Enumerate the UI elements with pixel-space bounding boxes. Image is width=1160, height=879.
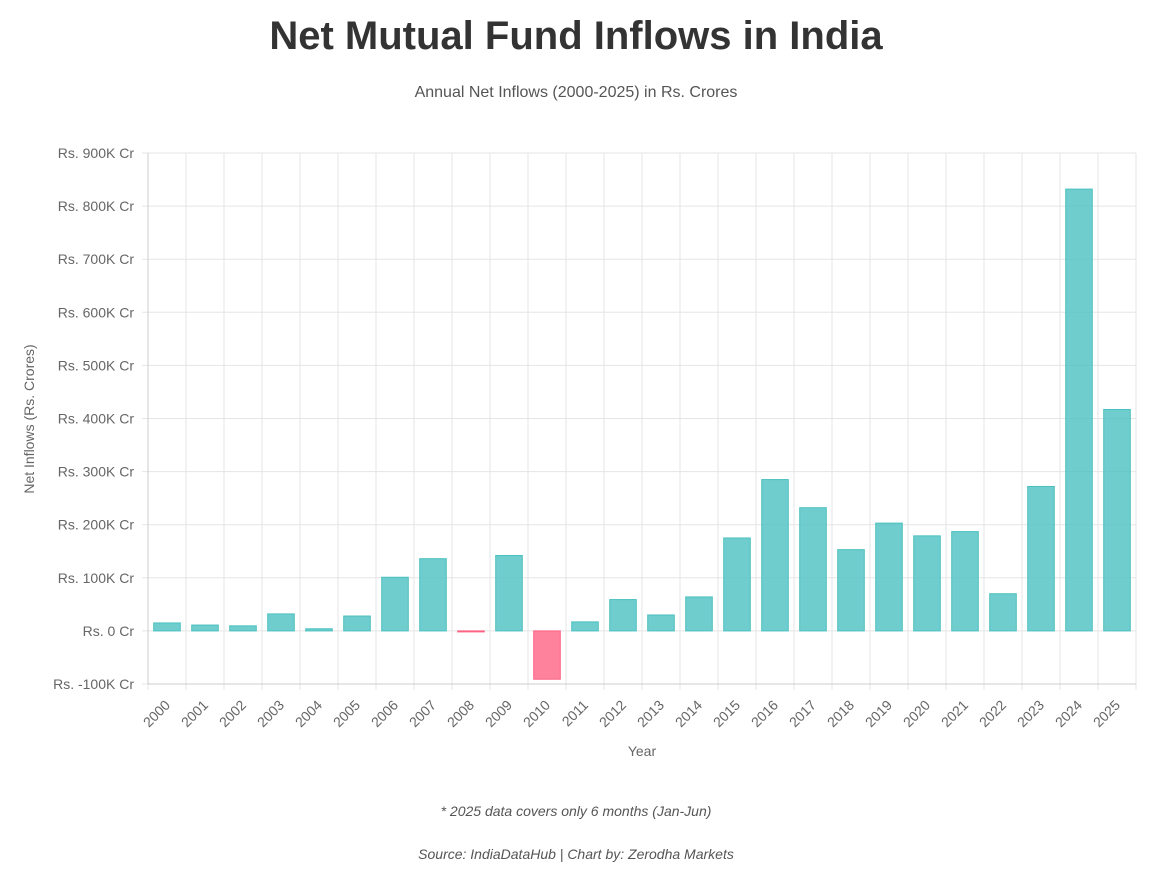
bar-2009[interactable] [495,554,523,632]
y-tick-label: Rs. 800K Cr [58,198,135,214]
x-tick-label: 2024 [1052,697,1085,730]
bar-2000[interactable] [153,622,181,632]
x-tick-label: 2018 [824,697,857,730]
bar-2018[interactable] [837,549,865,632]
y-tick-label: Rs. 200K Cr [58,517,135,533]
x-tick-label: 2006 [368,697,401,730]
y-tick-label: Rs. 600K Cr [58,304,135,320]
footnote: * 2025 data covers only 6 months (Jan-Ju… [440,803,712,819]
y-tick-label: Rs. 100K Cr [58,570,135,586]
y-axis-title: Net Inflows (Rs. Crores) [21,344,37,493]
grid-lines [142,152,1137,690]
x-tick-label: 2022 [976,697,1009,730]
bar-2006[interactable] [381,576,409,632]
x-tick-label: 2004 [292,697,325,730]
bar-2017[interactable] [799,507,827,632]
x-tick-label: 2007 [406,697,439,730]
bar-2004[interactable] [305,628,333,632]
x-tick-label: 2009 [482,697,515,730]
bar-2021[interactable] [951,531,979,632]
bar-2011[interactable] [571,621,599,632]
x-axis-title: Year [628,743,657,759]
axes: Rs. -100K Cr Rs. 0 Cr Rs. 100K Cr Rs. 200K … [53,145,1136,730]
y-tick-label: Rs. 0 Cr [83,623,135,639]
x-tick-label: 2014 [672,697,705,730]
y-tick-label: Rs. 300K Cr [58,464,135,480]
x-tick-label: 2005 [330,697,363,730]
x-tick-label: 2019 [862,697,895,730]
bar-2025[interactable] [1103,408,1131,632]
bar-2016[interactable] [761,479,789,632]
bar-2005[interactable] [343,615,371,632]
y-tick-label: Rs. -100K Cr [53,676,134,692]
bar-2023[interactable] [1027,485,1055,632]
x-tick-label: 2016 [748,697,781,730]
bar-chart: Rs. -100K Cr Rs. 0 Cr Rs. 100K Cr Rs. 200K … [21,145,1137,759]
x-tick-label: 2008 [444,697,477,730]
x-tick-label: 2013 [634,697,667,730]
x-tick-label: 2020 [900,697,933,730]
x-tick-label: 2003 [254,697,287,730]
bar-2010[interactable] [533,630,561,680]
x-tick-label: 2000 [140,697,173,730]
bar-2020[interactable] [913,535,941,632]
x-tick-label: 2002 [216,697,249,730]
bar-2022[interactable] [989,593,1017,632]
bar-2015[interactable] [723,537,751,632]
x-tick-label: 2012 [596,697,629,730]
x-tick-label: 2023 [1014,697,1047,730]
bar-2024[interactable] [1065,188,1093,632]
chart-title: Net Mutual Fund Inflows in India [269,14,883,58]
bar-2001[interactable] [191,624,219,632]
x-tick-label: 2001 [178,697,211,730]
y-tick-label: Rs. 400K Cr [58,411,135,427]
x-tick-label: 2010 [520,697,553,730]
bar-2008[interactable] [457,630,485,633]
x-tick-label: 2015 [710,697,743,730]
y-tick-label: Rs. 500K Cr [58,357,135,373]
x-tick-label: 2021 [938,697,971,730]
source-credit: Source: IndiaDataHub | Chart by: Zerodha… [418,846,734,862]
chart-subtitle: Annual Net Inflows (2000-2025) in Rs. Cr… [414,84,738,101]
bar-2014[interactable] [685,596,713,632]
bar-2002[interactable] [229,625,257,632]
y-tick-label: Rs. 900K Cr [58,145,135,161]
bars [153,188,1131,680]
bar-2019[interactable] [875,522,903,632]
bar-2012[interactable] [609,599,637,632]
bar-2007[interactable] [419,558,447,632]
x-tick-label: 2011 [559,697,592,730]
x-tick-label: 2025 [1090,697,1123,730]
bar-2013[interactable] [647,614,675,632]
bar-2003[interactable] [267,613,295,632]
y-tick-label: Rs. 700K Cr [58,251,135,267]
x-tick-label: 2017 [786,697,819,730]
